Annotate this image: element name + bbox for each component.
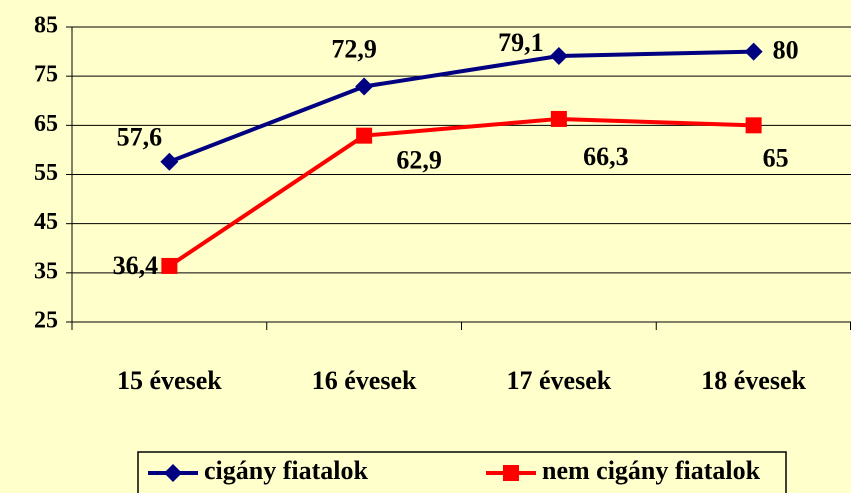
x-tick-label: 16 évesek (312, 366, 417, 395)
y-tick-label: 45 (34, 209, 58, 235)
marker (745, 117, 762, 134)
y-tick-label: 35 (34, 258, 58, 284)
y-tick-label: 55 (34, 160, 58, 186)
legend-label: nem cigány fiatalok (542, 456, 761, 485)
marker (160, 152, 179, 171)
x-tick-label: 15 évesek (117, 366, 222, 395)
series-line (168, 49, 754, 164)
data-label: 79,1 (498, 28, 544, 57)
data-label: 65 (763, 143, 789, 172)
marker (164, 464, 182, 482)
marker (503, 465, 519, 481)
data-label: 66,3 (583, 142, 629, 171)
legend-box (137, 451, 787, 493)
series-line (168, 116, 754, 268)
data-label: 80 (773, 36, 799, 65)
marker (744, 42, 763, 61)
y-tick-label: 65 (34, 111, 58, 137)
x-tick-label: 18 évesek (701, 366, 806, 395)
marker (355, 77, 374, 96)
data-label: 72,9 (331, 34, 377, 63)
y-tick-label: 85 (34, 13, 58, 39)
y-tick-label: 25 (34, 308, 58, 334)
marker (161, 257, 178, 274)
marker (550, 110, 567, 127)
x-tick-label: 17 évesek (507, 366, 612, 395)
legend-label: cigány fiatalok (204, 456, 368, 485)
marker (549, 47, 568, 66)
data-label: 62,9 (396, 146, 442, 175)
data-label: 36,4 (113, 251, 159, 280)
y-tick-label: 75 (34, 62, 58, 88)
marker (356, 127, 373, 144)
legend: cigány fiatalok nem cigány fiatalok (137, 451, 787, 493)
data-label: 57,6 (117, 123, 163, 152)
